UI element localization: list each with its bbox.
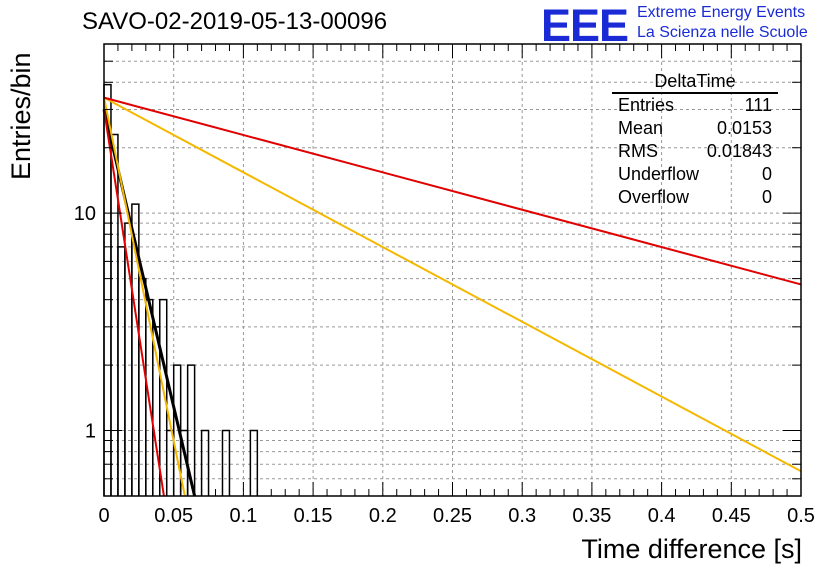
x-tick-label: 0.15 (294, 505, 333, 527)
stats-label: Entries (618, 95, 675, 115)
x-tick-label: 0.4 (648, 505, 676, 527)
histogram-bin (117, 246, 126, 496)
fit-line (103, 96, 802, 473)
x-axis-label: Time difference [s] (581, 534, 802, 564)
stats-value: 0.01843 (706, 141, 772, 161)
histogram-bin (159, 298, 168, 496)
fit-line (103, 109, 165, 497)
stats-row-underflow: Underflow 0 (612, 163, 778, 186)
stats-label: Mean (618, 118, 664, 138)
logo-subtitle-line2: La Scienza nelle Scuole (637, 24, 808, 41)
x-tick-label: 0.35 (572, 505, 611, 527)
x-tick-label: 0.05 (154, 505, 193, 527)
stats-box: DeltaTime Entries 111 Mean 0.0153 RMS 0.… (612, 70, 778, 209)
histogram-bin (186, 364, 196, 496)
stats-value: 0 (761, 187, 772, 207)
fit-line (103, 97, 186, 497)
y-tick-label: 10 (74, 203, 96, 225)
histogram-bin (221, 429, 231, 496)
stats-row-rms: RMS 0.01843 (612, 140, 778, 163)
x-tick-label: 0.25 (433, 505, 472, 527)
eee-logo: EEE (541, 0, 629, 51)
logo-subtitle-line1: Extreme Energy Events (637, 4, 806, 21)
stats-box-title: DeltaTime (612, 70, 778, 94)
x-tick-label: 0.5 (787, 505, 815, 527)
chart-title: SAVO-02-2019-05-13-00096 (82, 8, 388, 35)
stats-label: RMS (618, 141, 658, 161)
stats-row-overflow: Overflow 0 (612, 186, 778, 209)
y-tick-label: 1 (85, 421, 96, 443)
stats-value: 0 (761, 164, 772, 184)
histogram-bin (249, 429, 259, 496)
x-tick-label: 0.45 (712, 505, 751, 527)
x-tick-label: 0.1 (229, 505, 257, 527)
x-tick-label: 0.2 (369, 505, 397, 527)
histogram-bin (200, 429, 210, 496)
fit-line (103, 96, 802, 286)
x-tick-label: 0.3 (508, 505, 536, 527)
stats-value: 0.0153 (716, 118, 772, 138)
stats-row-mean: Mean 0.0153 (612, 117, 778, 140)
y-axis-label: Entries/bin (6, 52, 36, 180)
histogram-bin (138, 277, 147, 496)
stats-value: 111 (744, 95, 772, 115)
stats-row-entries: Entries 111 (612, 94, 778, 117)
stats-label: Overflow (618, 187, 690, 207)
stats-label: Underflow (618, 164, 700, 184)
x-tick-label: 0 (98, 505, 109, 527)
